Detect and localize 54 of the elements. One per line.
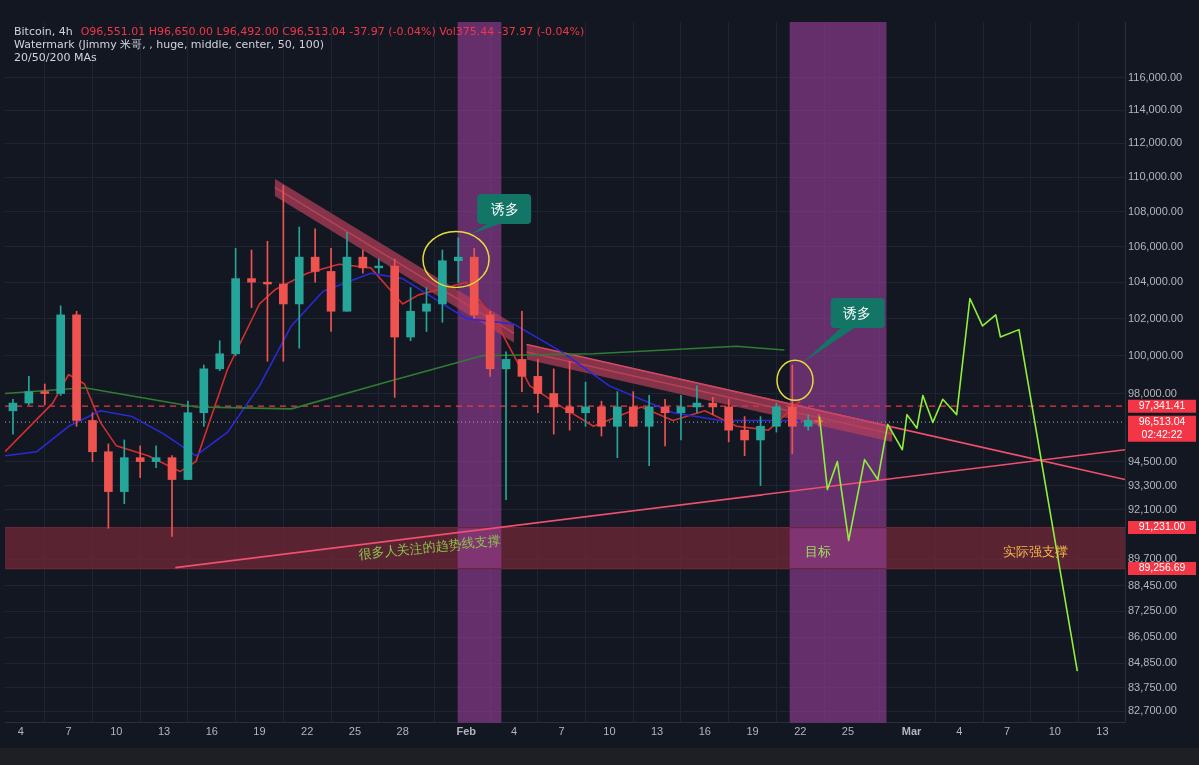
y-tick-label: 87,250.00 — [1128, 604, 1177, 617]
y-tick-label: 82,700.00 — [1128, 704, 1177, 717]
y-tick-label: 94,500.00 — [1128, 454, 1177, 467]
y-tick-label: 84,850.00 — [1128, 656, 1177, 669]
y-tick-label: 112,000.00 — [1128, 136, 1183, 149]
y-tick-label: 98,000.00 — [1128, 386, 1177, 399]
x-tick-label: 10 — [1048, 725, 1061, 738]
ref-line-label: 91,231.00 — [1138, 520, 1186, 533]
y-tick-label: 92,100.00 — [1128, 502, 1177, 515]
x-tick-label: 4 — [510, 725, 518, 738]
ref-line-label: 96,513.04 02:42:22 — [1138, 415, 1186, 441]
x-tick-label: 10 — [110, 725, 123, 738]
annotation: Watermark (Jimmy 米哥, , huge, middle, center, 50, 100) — [14, 38, 326, 51]
ref-line-label: 97,341.41 — [1138, 399, 1186, 412]
y-tick-label: 88,450.00 — [1128, 578, 1177, 591]
annotation: 目标 — [805, 543, 832, 559]
y-tick-label: 108,000.00 — [1128, 204, 1184, 217]
y-tick-label: 100,000.00 — [1128, 348, 1184, 361]
annotation: 很多人关注的趋势线支撑 — [357, 532, 502, 562]
ref-line-label: 89,256.69 — [1138, 561, 1186, 574]
candlestick — [40, 383, 50, 406]
x-tick-label: 7 — [1003, 725, 1011, 738]
annotation: 诱多 — [490, 201, 519, 218]
x-tick-label: Mar — [901, 725, 923, 738]
x-tick-label: 10 — [603, 725, 616, 738]
x-tick-label: 22 — [794, 725, 807, 738]
y-tick-label: 86,050.00 — [1128, 630, 1177, 643]
x-tick-label: 25 — [348, 725, 362, 738]
x-tick-label: 16 — [205, 725, 218, 738]
x-tick-label: 4 — [956, 725, 963, 738]
y-tick-label: 83,750.00 — [1128, 680, 1177, 693]
x-tick-label: 19 — [253, 725, 266, 738]
y-tick-label: 114,000.00 — [1128, 103, 1183, 116]
y-tick-label: 104,000.00 — [1128, 275, 1184, 288]
x-tick-label: 7 — [558, 725, 565, 738]
y-tick-label: 106,000.00 — [1128, 239, 1184, 252]
x-tick-label: 13 — [650, 725, 664, 738]
y-tick-label: 110,000.00 — [1128, 170, 1183, 183]
chart-title: Bitcoin, 4h — [14, 25, 73, 38]
x-tick-label: 28 — [396, 725, 409, 738]
y-tick-label: 93,300.00 — [1128, 478, 1177, 491]
annotation: 20/50/200 MAs — [14, 51, 98, 64]
x-tick-label: 4 — [17, 725, 24, 738]
x-tick-label: 7 — [65, 725, 72, 738]
x-tick-label: Feb — [456, 725, 477, 738]
x-tick-label: 13 — [157, 725, 171, 738]
annotation: 诱多 — [843, 304, 872, 321]
x-tick-label: 13 — [1096, 725, 1109, 738]
y-tick-label: 102,000.00 — [1128, 311, 1184, 324]
x-tick-label: 19 — [746, 725, 759, 738]
x-tick-label: 25 — [841, 725, 855, 738]
y-tick-label: 116,000.00 — [1128, 70, 1183, 83]
x-tick-label: 16 — [698, 725, 711, 738]
x-tick-label: 22 — [301, 725, 314, 738]
